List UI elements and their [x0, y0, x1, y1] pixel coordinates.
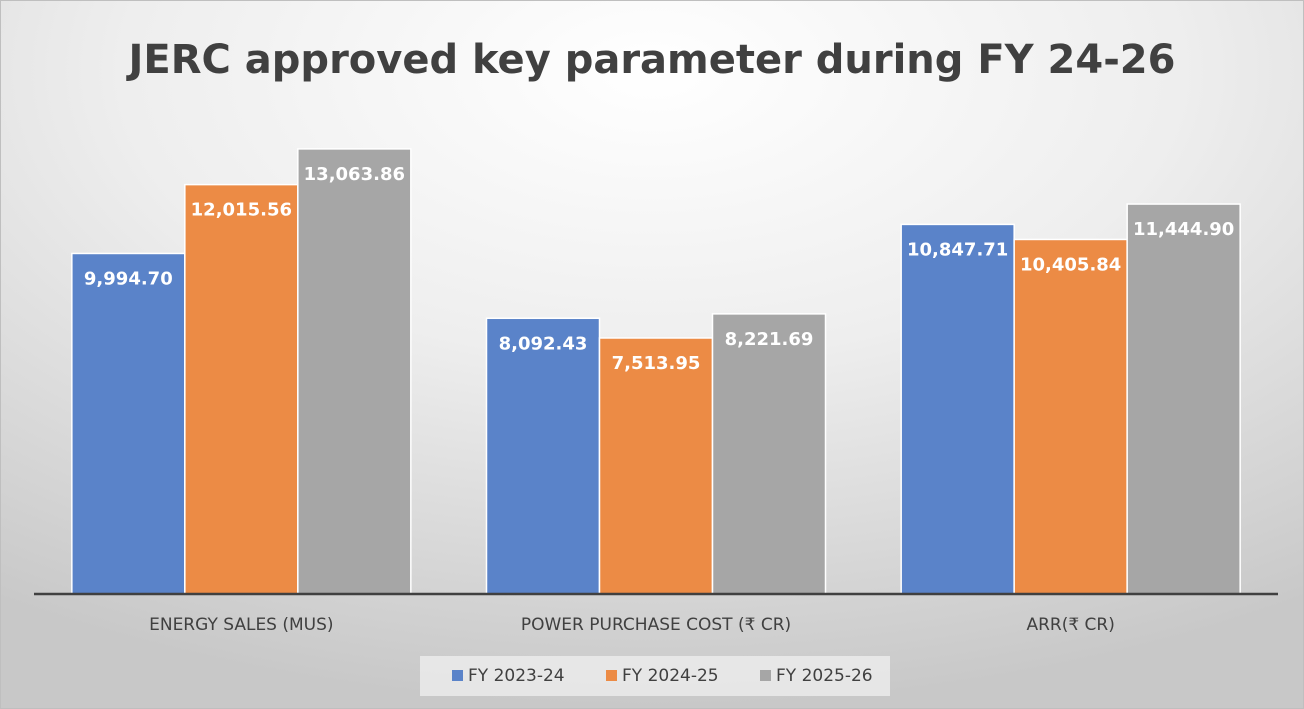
- legend-swatch: [760, 670, 771, 681]
- legend-label: FY 2023-24: [468, 666, 565, 686]
- legend-swatch: [606, 670, 617, 681]
- data-label: 13,063.86: [304, 164, 405, 185]
- bar: [297, 148, 412, 595]
- bar: [71, 252, 186, 595]
- data-label: 8,221.69: [725, 329, 814, 350]
- x-tick-label: ENERGY SALES (MUS): [149, 615, 333, 635]
- data-label: 10,847.71: [907, 239, 1008, 260]
- bar: [1126, 203, 1241, 595]
- data-label: 12,015.56: [191, 200, 292, 221]
- legend-label: FY 2024-25: [622, 666, 719, 686]
- bar: [184, 183, 299, 595]
- legend-box: [420, 656, 890, 696]
- bar: [598, 337, 714, 595]
- bar: [711, 313, 827, 595]
- legend-label: FY 2025-26: [776, 666, 873, 686]
- data-label: 7,513.95: [612, 353, 701, 374]
- x-tick-label: POWER PURCHASE COST (₹ CR): [521, 615, 791, 635]
- bar: [900, 223, 1015, 595]
- legend-swatch: [452, 670, 463, 681]
- x-tick-label: ARR(₹ CR): [1026, 615, 1114, 635]
- data-label: 10,405.84: [1020, 254, 1121, 275]
- data-label: 11,444.90: [1133, 219, 1234, 240]
- bar: [1013, 238, 1128, 595]
- bar: [485, 317, 601, 595]
- chart-title: JERC approved key parameter during FY 24…: [126, 37, 1176, 83]
- data-label: 8,092.43: [499, 333, 588, 354]
- data-label: 9,994.70: [84, 268, 173, 289]
